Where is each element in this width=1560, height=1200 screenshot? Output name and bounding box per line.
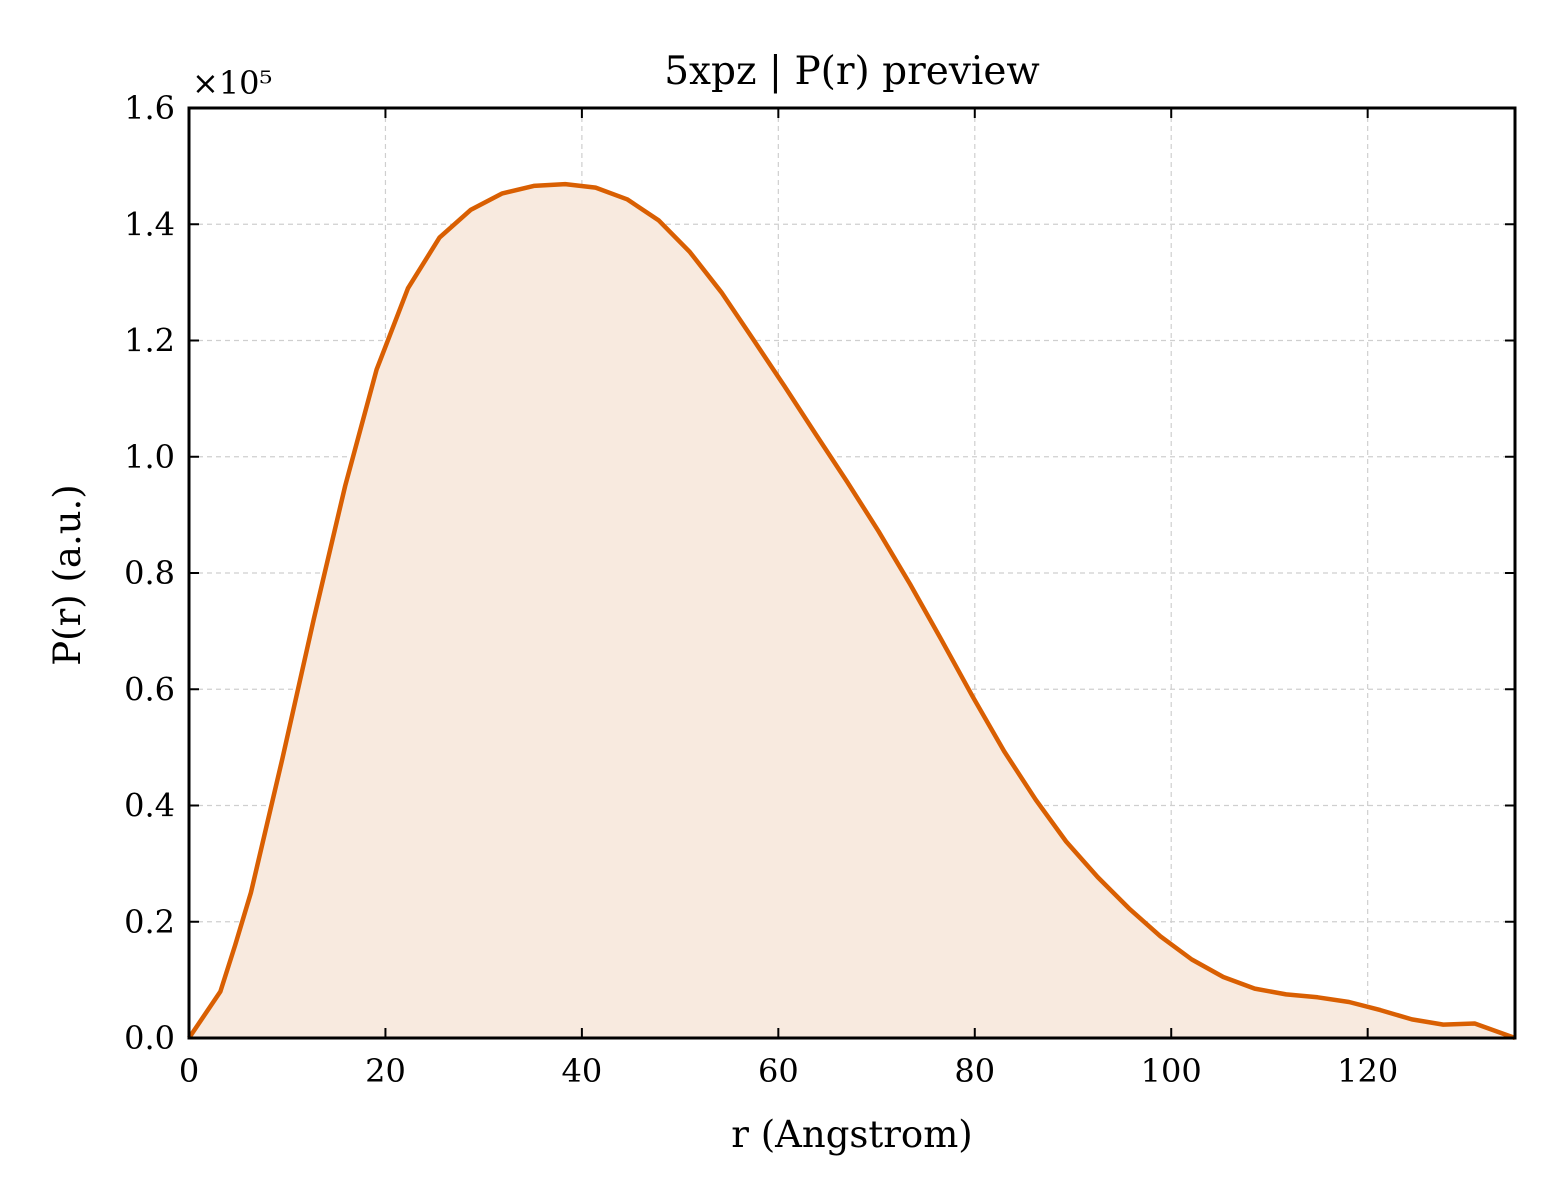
y-tick-label: 0.2: [124, 903, 175, 941]
y-tick-label: 0.4: [124, 787, 175, 825]
y-tick-label: 0.6: [124, 670, 175, 708]
y-tick-label: 1.6: [124, 89, 175, 127]
x-tick-label: 60: [758, 1052, 799, 1090]
y-tick-label: 1.0: [124, 438, 175, 476]
ticks: 0 20 40 60 80 100 120 0.0 0.2 0.4 0.6 0.8 1.0 1.2 1.4 1…: [124, 89, 1515, 1090]
y-tick-label: 0.8: [124, 554, 175, 592]
y-tick-label: 1.4: [124, 205, 175, 243]
y-axis-title: P(r) (a.u.): [46, 484, 89, 666]
y-scale-label: ×10⁵: [192, 64, 272, 102]
chart-title: 5xpz | P(r) preview: [664, 49, 1040, 94]
x-axis-title: r (Angstrom): [731, 1113, 972, 1156]
x-tick-label: 20: [365, 1052, 406, 1090]
x-tick-label: 120: [1337, 1052, 1398, 1090]
x-tick-label: 40: [562, 1052, 603, 1090]
x-tick-label: 100: [1141, 1052, 1202, 1090]
x-tick-label: 80: [954, 1052, 995, 1090]
y-tick-label: 0.0: [124, 1019, 175, 1057]
x-tick-label: 0: [179, 1052, 199, 1090]
data-line: [187, 181, 1516, 1041]
y-tick-label: 1.2: [124, 322, 175, 360]
area-fill: [189, 184, 1515, 1039]
